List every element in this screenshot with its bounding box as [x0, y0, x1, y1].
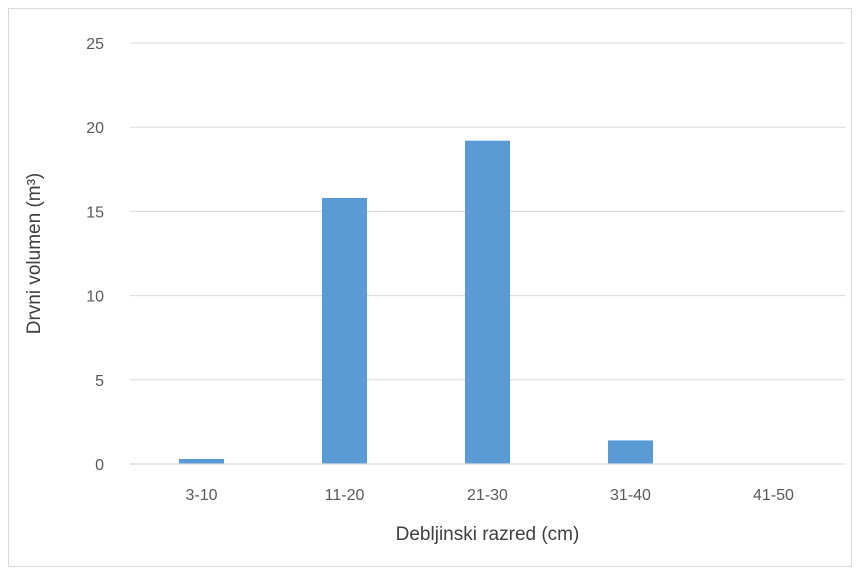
bar-11-20 [321, 197, 368, 465]
chart-frame [8, 8, 852, 567]
y-tick-label: 10 [86, 289, 104, 306]
y-tick-label: 20 [86, 120, 104, 137]
bar-21-30 [464, 140, 511, 464]
y-tick-label: 0 [95, 457, 104, 474]
y-tick-label: 15 [86, 204, 104, 221]
bar-3-10 [178, 458, 225, 464]
x-axis-tick-labels: 3-10 11-20 21-30 31-40 41-50 [185, 487, 794, 504]
x-tick-label: 41-50 [753, 487, 794, 504]
y-tick-label: 25 [86, 36, 104, 53]
x-axis-title: Debljinski razred (cm) [396, 524, 580, 545]
y-axis-tick-labels: 0 5 10 15 20 25 [86, 36, 104, 474]
y-axis-title: Drvni volumen (m³) [24, 173, 45, 335]
bars [178, 140, 654, 465]
x-tick-label: 21-30 [467, 487, 508, 504]
y-tick-label: 5 [95, 373, 104, 390]
x-tick-label: 11-20 [325, 487, 365, 504]
x-tick-label: 3-10 [185, 487, 217, 504]
x-tick-label: 31-40 [610, 487, 651, 504]
bar-31-40 [607, 440, 654, 464]
